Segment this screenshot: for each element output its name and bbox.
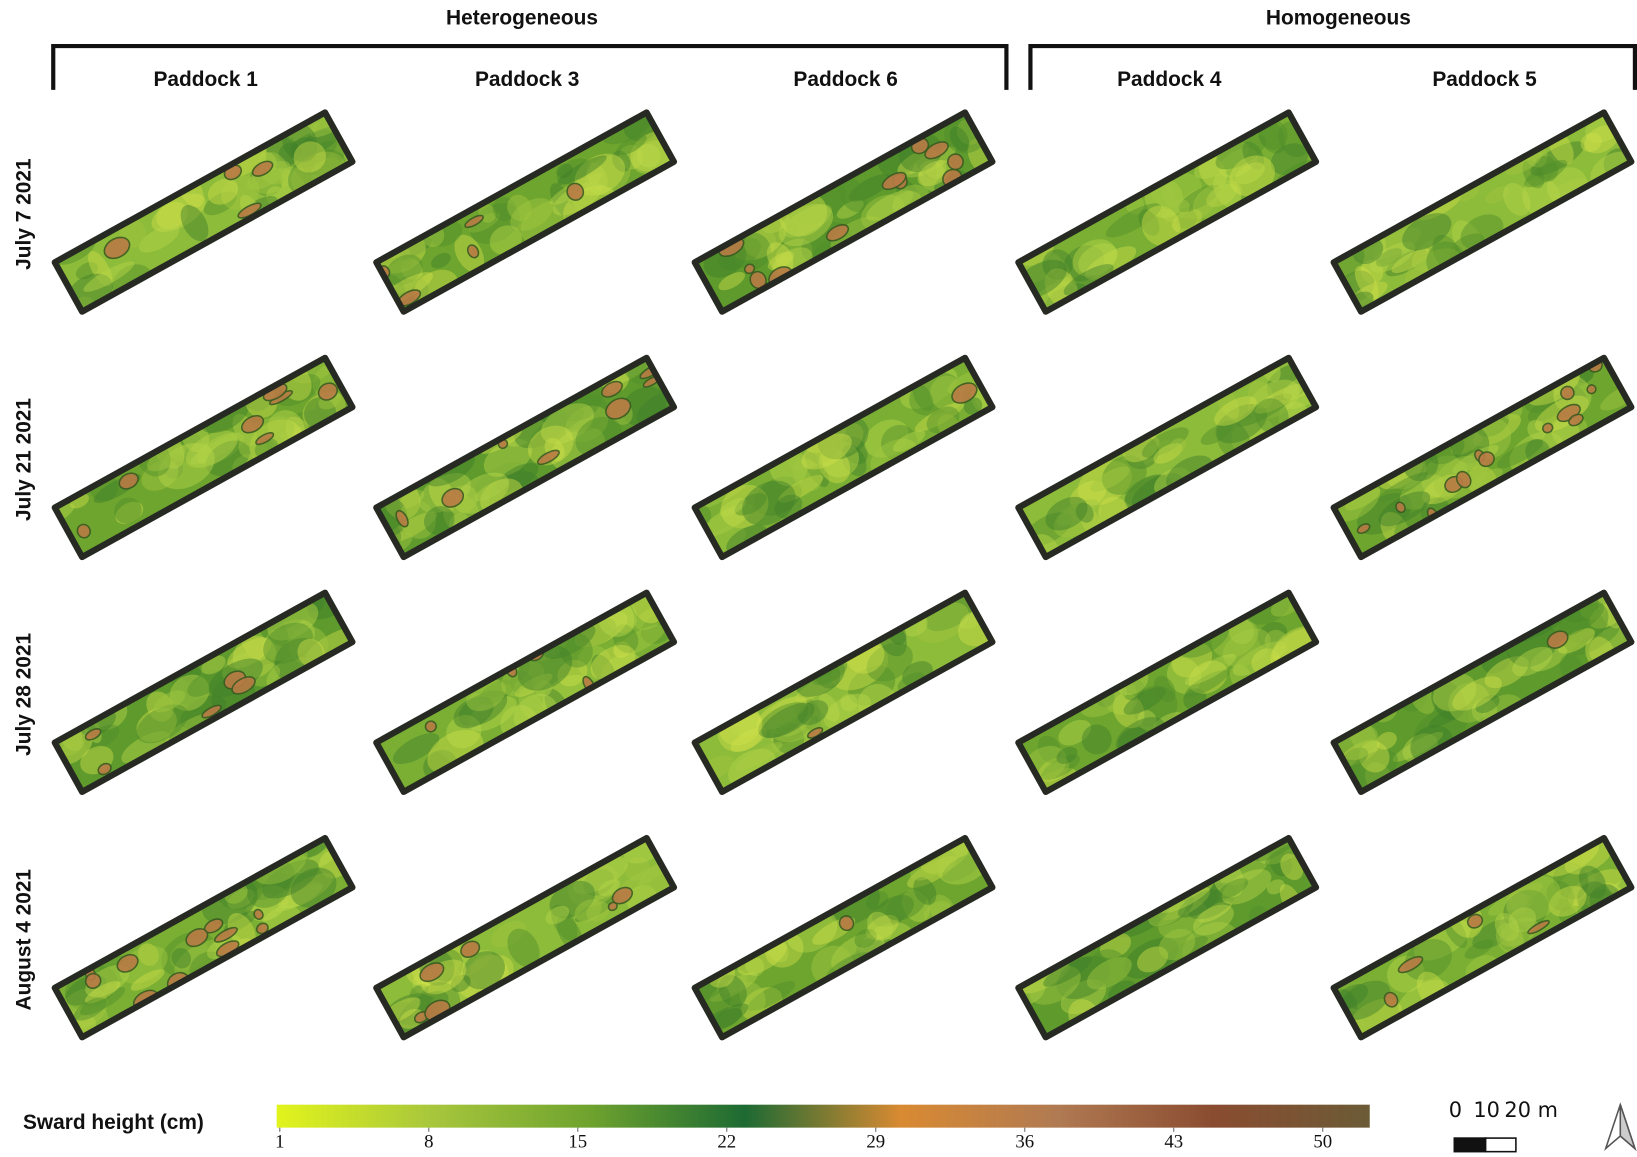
colorbar-tick-label: 43 <box>1164 1132 1183 1153</box>
paddock-map <box>373 589 678 795</box>
paddock-map <box>373 354 678 561</box>
paddock-map <box>691 834 996 1041</box>
group-label: Homogeneous <box>1266 6 1411 29</box>
colorbar <box>276 1104 1370 1128</box>
group-label: Heterogeneous <box>446 6 598 29</box>
scale-label: 10 <box>1473 1098 1500 1122</box>
paddock-map <box>51 589 356 795</box>
bracket-heterogeneous <box>51 43 1009 90</box>
date-label: July 21 2021 <box>13 398 36 521</box>
paddock-map <box>1330 354 1635 561</box>
paddock-map <box>51 354 356 561</box>
colorbar-tick-label: 15 <box>568 1132 587 1153</box>
paddock-map <box>1015 109 1320 315</box>
legend-title: Sward height (cm) <box>23 1111 204 1134</box>
scale-label: 20 m <box>1504 1098 1558 1122</box>
paddock-map <box>1330 109 1635 315</box>
colorbar-tick-label: 36 <box>1015 1132 1034 1153</box>
scale-label: 0 <box>1449 1098 1462 1122</box>
paddock-map <box>1015 589 1320 795</box>
paddock-label: Paddock 3 <box>475 68 579 91</box>
date-label: August 4 2021 <box>13 869 36 1011</box>
paddock-map <box>691 109 996 315</box>
paddock-map <box>373 834 678 1041</box>
bracket-homogeneous <box>1028 43 1637 90</box>
paddock-map <box>1330 589 1635 795</box>
colorbar-tick-label: 8 <box>424 1132 433 1153</box>
paddock-map <box>373 109 678 315</box>
paddock-label: Paddock 4 <box>1117 68 1222 91</box>
paddock-map <box>691 354 996 561</box>
date-label: July 7 2021 <box>13 158 36 270</box>
paddock-map <box>1330 834 1635 1041</box>
colorbar-tick-label: 50 <box>1313 1132 1332 1153</box>
scale-bar <box>1453 1137 1517 1153</box>
colorbar-tick-label: 29 <box>866 1132 885 1153</box>
colorbar-tick-label: 22 <box>717 1132 736 1153</box>
paddock-map <box>691 589 996 795</box>
date-label: July 28 2021 <box>13 632 36 755</box>
paddock-label: Paddock 6 <box>793 68 897 91</box>
paddock-map <box>1015 834 1320 1041</box>
paddock-label: Paddock 1 <box>153 68 258 91</box>
paddock-map <box>51 834 356 1041</box>
north-arrow <box>1604 1102 1637 1151</box>
paddock-map <box>1015 354 1320 561</box>
paddock-label: Paddock 5 <box>1432 68 1537 91</box>
colorbar-tick-label: 1 <box>275 1132 284 1153</box>
paddock-map <box>51 109 356 315</box>
